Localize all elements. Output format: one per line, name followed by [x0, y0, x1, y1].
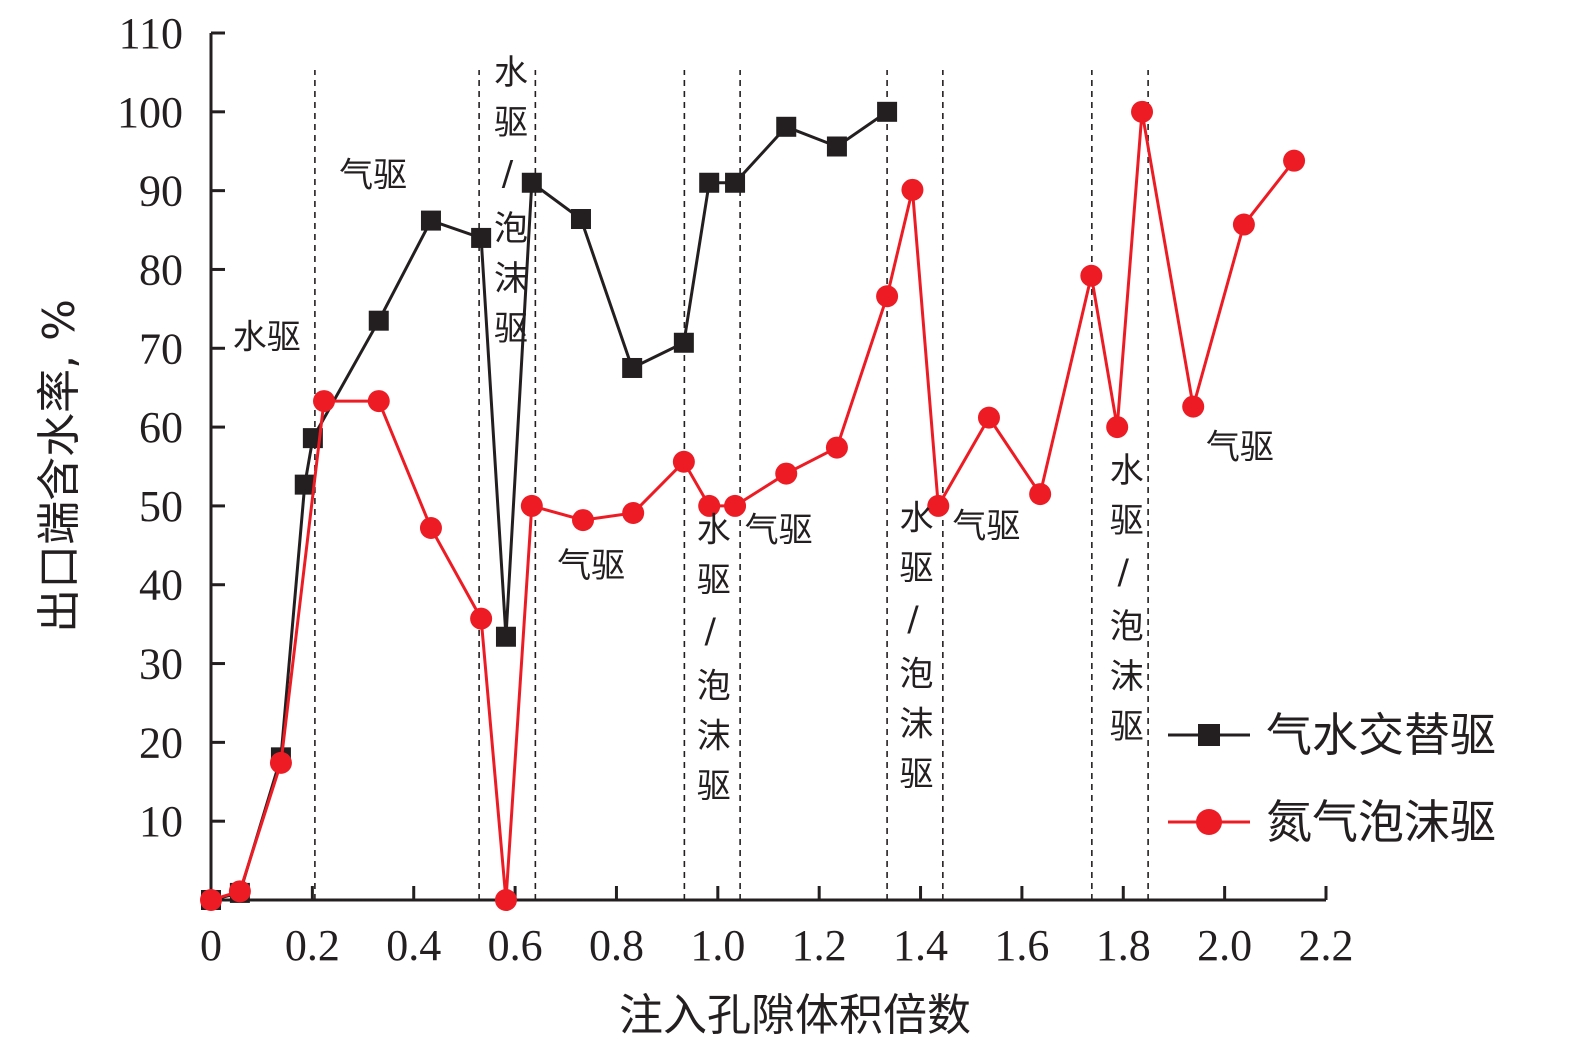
data-point-circle: [520, 494, 543, 517]
x-axis-title: 注入孔隙体积倍数: [619, 990, 971, 1041]
axes: 0 0.2 0.4 0.6 0.8 1.0 1.2 1.4 1.6 1.8 2.0 2.2 10 20 30…: [117, 9, 1354, 970]
stage-label: 气驱: [557, 546, 625, 586]
data-point-square: [622, 357, 643, 378]
x-tick-label: 0.4: [386, 921, 441, 970]
data-point-square: [495, 626, 516, 647]
data-point-circle: [724, 494, 747, 517]
x-tick-label: 1.4: [893, 921, 948, 970]
data-point-circle: [901, 178, 924, 201]
y-tick-label: 40: [139, 561, 183, 610]
data-point-square: [368, 310, 389, 331]
legend-label-alternating: 气水交替驱: [1266, 708, 1496, 762]
stage-label: 气驱: [745, 510, 813, 550]
legend-marker-circle: [1196, 809, 1222, 835]
data-point-square: [725, 172, 746, 193]
data-point-circle: [470, 607, 493, 630]
x-tick-label: 1.6: [994, 921, 1049, 970]
data-point-circle: [1106, 416, 1129, 439]
x-tick-label: 1.2: [792, 921, 847, 970]
data-point-circle: [927, 494, 950, 517]
data-point-circle: [825, 436, 848, 459]
y-tick-label: 80: [139, 245, 183, 294]
legend-label-foam: 氮气泡沫驱: [1266, 795, 1496, 849]
data-point-circle: [1232, 213, 1255, 236]
stage-label: 气驱: [1206, 428, 1274, 468]
series-group: [200, 100, 1306, 911]
x-tick-label: 0.8: [589, 921, 644, 970]
data-point-square: [294, 474, 315, 495]
x-tick-label: 2.2: [1299, 921, 1354, 970]
y-axis-title: 出口端含水率, %: [34, 299, 85, 633]
stage-label-vertical: 水驱/泡沫驱: [1103, 452, 1143, 758]
data-point-circle: [367, 390, 390, 413]
y-tick-label: 110: [119, 9, 183, 58]
data-point-circle: [572, 509, 595, 532]
x-tick-label: 1.0: [690, 921, 745, 970]
y-tick-label: 50: [139, 482, 183, 531]
data-point-square: [471, 227, 492, 248]
y-tick-label: 60: [139, 403, 183, 452]
x-tick-label: 0.6: [488, 921, 543, 970]
data-point-circle: [1182, 395, 1205, 418]
x-tick-label: 0.2: [285, 921, 340, 970]
data-point-square: [521, 172, 542, 193]
data-point-square: [776, 116, 797, 137]
stage-label-vertical: 水驱/泡沫驱: [690, 511, 730, 817]
data-point-circle: [672, 450, 695, 473]
y-tick-label: 20: [139, 718, 183, 767]
y-tick-label: 70: [139, 324, 183, 373]
legend: 气水交替驱 氮气泡沫驱: [1168, 708, 1496, 849]
data-point-circle: [200, 889, 222, 911]
x-tick-label: 0: [200, 921, 222, 970]
data-point-square: [420, 210, 441, 231]
data-point-square: [877, 101, 898, 122]
x-tick-label: 1.8: [1096, 921, 1151, 970]
data-point-circle: [1080, 264, 1103, 287]
data-point-circle: [876, 285, 899, 308]
data-point-circle: [313, 390, 336, 413]
stage-label-vertical: 水驱/泡沫驱: [487, 54, 527, 360]
stage-label: 气驱: [339, 156, 407, 196]
data-point-circle: [228, 880, 251, 903]
stage-label: 气驱: [952, 506, 1020, 546]
y-tick-label: 100: [117, 88, 183, 137]
data-point-circle: [1283, 149, 1306, 172]
data-point-square: [826, 136, 847, 157]
data-point-circle: [622, 502, 645, 525]
y-tick-label: 90: [139, 167, 183, 216]
data-point-square: [673, 332, 694, 353]
data-point-circle: [494, 889, 517, 911]
legend-marker-square: [1198, 724, 1220, 746]
stage-divider-lines: [314, 70, 1149, 900]
data-point-circle: [698, 494, 721, 517]
stage-label: 水驱: [233, 317, 301, 357]
data-point-square: [699, 172, 720, 193]
y-tick-label: 30: [139, 640, 183, 689]
data-point-circle: [1029, 483, 1052, 506]
stage-label-vertical: 水驱/泡沫驱: [893, 500, 933, 806]
data-point-circle: [977, 406, 1000, 429]
y-tick-label: 10: [139, 797, 183, 846]
data-point-circle: [1131, 100, 1154, 123]
data-point-square: [570, 209, 591, 230]
data-point-circle: [269, 751, 292, 774]
x-tick-label: 2.0: [1197, 921, 1252, 970]
data-point-circle: [775, 462, 798, 485]
data-point-circle: [419, 516, 442, 539]
